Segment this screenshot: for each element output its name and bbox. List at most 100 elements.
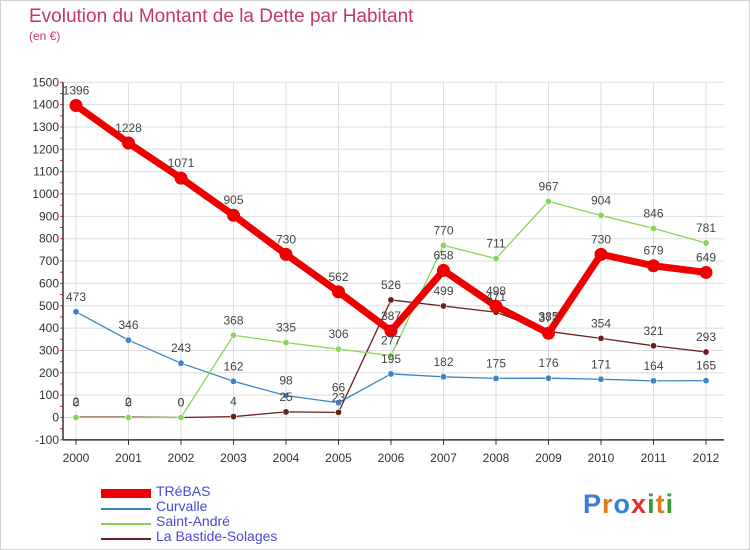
- logo-letter: x: [631, 489, 648, 519]
- data-point: [702, 239, 710, 247]
- data-label: 182: [433, 355, 453, 369]
- legend-swatch: [101, 508, 151, 510]
- x-tick-label: 2005: [325, 451, 352, 465]
- series-group: [69, 98, 713, 421]
- data-label: 473: [66, 290, 86, 304]
- data-label: 730: [276, 232, 296, 246]
- y-tick-label: 1500: [32, 75, 59, 89]
- data-point: [699, 265, 713, 279]
- y-tick-label: 200: [39, 366, 59, 380]
- chart-title: Evolution du Montant de la Dette par Hab…: [29, 6, 414, 27]
- proxiti-logo: Proxiti: [583, 489, 674, 520]
- data-label: 658: [433, 248, 453, 262]
- data-label: 471: [486, 290, 506, 304]
- data-label: 387: [381, 309, 401, 323]
- legend-label: TRéBAS: [156, 483, 211, 499]
- y-tick-label: 900: [39, 209, 59, 223]
- data-label: 195: [381, 352, 401, 366]
- data-label: 368: [223, 313, 243, 327]
- data-label: 649: [696, 250, 716, 264]
- logo-letter: P: [583, 489, 603, 519]
- logo-letter: r: [602, 489, 614, 519]
- data-label: 293: [696, 330, 716, 344]
- data-label: 66: [332, 381, 346, 395]
- data-label: 967: [538, 179, 558, 193]
- data-label: 781: [696, 221, 716, 235]
- data-label: 1396: [63, 83, 90, 97]
- data-point: [282, 408, 290, 416]
- data-label: 711: [486, 237, 505, 251]
- data-label: 171: [591, 357, 611, 371]
- data-label: 2: [73, 395, 80, 409]
- data-label: 526: [381, 278, 401, 292]
- data-point: [230, 331, 238, 339]
- logo-letter: i: [665, 489, 675, 519]
- data-point: [174, 171, 188, 185]
- data-point: [384, 324, 398, 338]
- data-label: 306: [328, 327, 348, 341]
- data-label: 98: [279, 374, 293, 388]
- x-tick-label: 2000: [63, 451, 90, 465]
- data-label: 335: [276, 321, 296, 335]
- legend-label: Saint-André: [156, 513, 230, 529]
- data-point: [177, 413, 185, 421]
- y-tick-label: 1300: [32, 120, 59, 134]
- data-point: [597, 211, 605, 219]
- data-point: [437, 263, 450, 277]
- data-point: [387, 370, 395, 378]
- data-point: [649, 377, 657, 385]
- x-tick-label: 2002: [168, 451, 195, 465]
- data-label: 0: [178, 396, 185, 410]
- y-tick-label: 0: [52, 411, 59, 425]
- data-point: [439, 241, 447, 249]
- data-label: 1071: [168, 156, 195, 170]
- grid: [63, 81, 724, 441]
- y-tick-label: 1000: [32, 187, 59, 201]
- data-label: 498: [486, 284, 506, 298]
- data-point: [544, 197, 552, 205]
- y-tick-label: -100: [35, 433, 59, 447]
- data-label: 243: [171, 341, 191, 355]
- data-label: 904: [591, 193, 611, 207]
- data-label: 770: [433, 223, 453, 237]
- data-point: [282, 339, 290, 347]
- data-point: [125, 413, 133, 421]
- chart-unit: (en €): [29, 29, 61, 43]
- data-label: 846: [643, 206, 663, 220]
- data-point: [334, 408, 342, 416]
- data-label: 0: [73, 396, 80, 410]
- logo-letter: i: [647, 489, 656, 519]
- data-point: [122, 136, 135, 150]
- data-point: [439, 373, 447, 381]
- data-point: [282, 392, 290, 400]
- y-tick-label: 1400: [32, 98, 59, 112]
- data-label: 4: [230, 395, 237, 409]
- logo-letter: t: [655, 489, 666, 519]
- y-tick-label: 500: [39, 299, 59, 313]
- data-label: 277: [381, 334, 401, 348]
- data-label: 165: [696, 359, 716, 373]
- data-point: [227, 208, 240, 222]
- x-tick-label: 2006: [378, 451, 405, 465]
- x-tick-label: 2001: [115, 451, 142, 465]
- legend-swatch: [101, 538, 151, 540]
- y-tick-label: 700: [39, 254, 59, 268]
- data-point: [69, 98, 83, 112]
- data-label: 23: [332, 390, 346, 404]
- data-label: 562: [328, 270, 348, 284]
- data-label: 1228: [115, 121, 142, 135]
- x-tick-label: 2010: [588, 451, 615, 465]
- data-point: [702, 377, 710, 385]
- data-point: [544, 374, 552, 382]
- x-tick-label: 2011: [641, 451, 667, 465]
- data-point: [334, 345, 342, 353]
- data-label: 25: [279, 390, 293, 404]
- x-tick-label: 2007: [430, 451, 457, 465]
- data-point: [597, 334, 605, 342]
- data-label: 164: [643, 359, 663, 373]
- x-tick-label: 2008: [483, 451, 510, 465]
- data-point: [334, 399, 342, 407]
- data-label: 162: [223, 359, 243, 373]
